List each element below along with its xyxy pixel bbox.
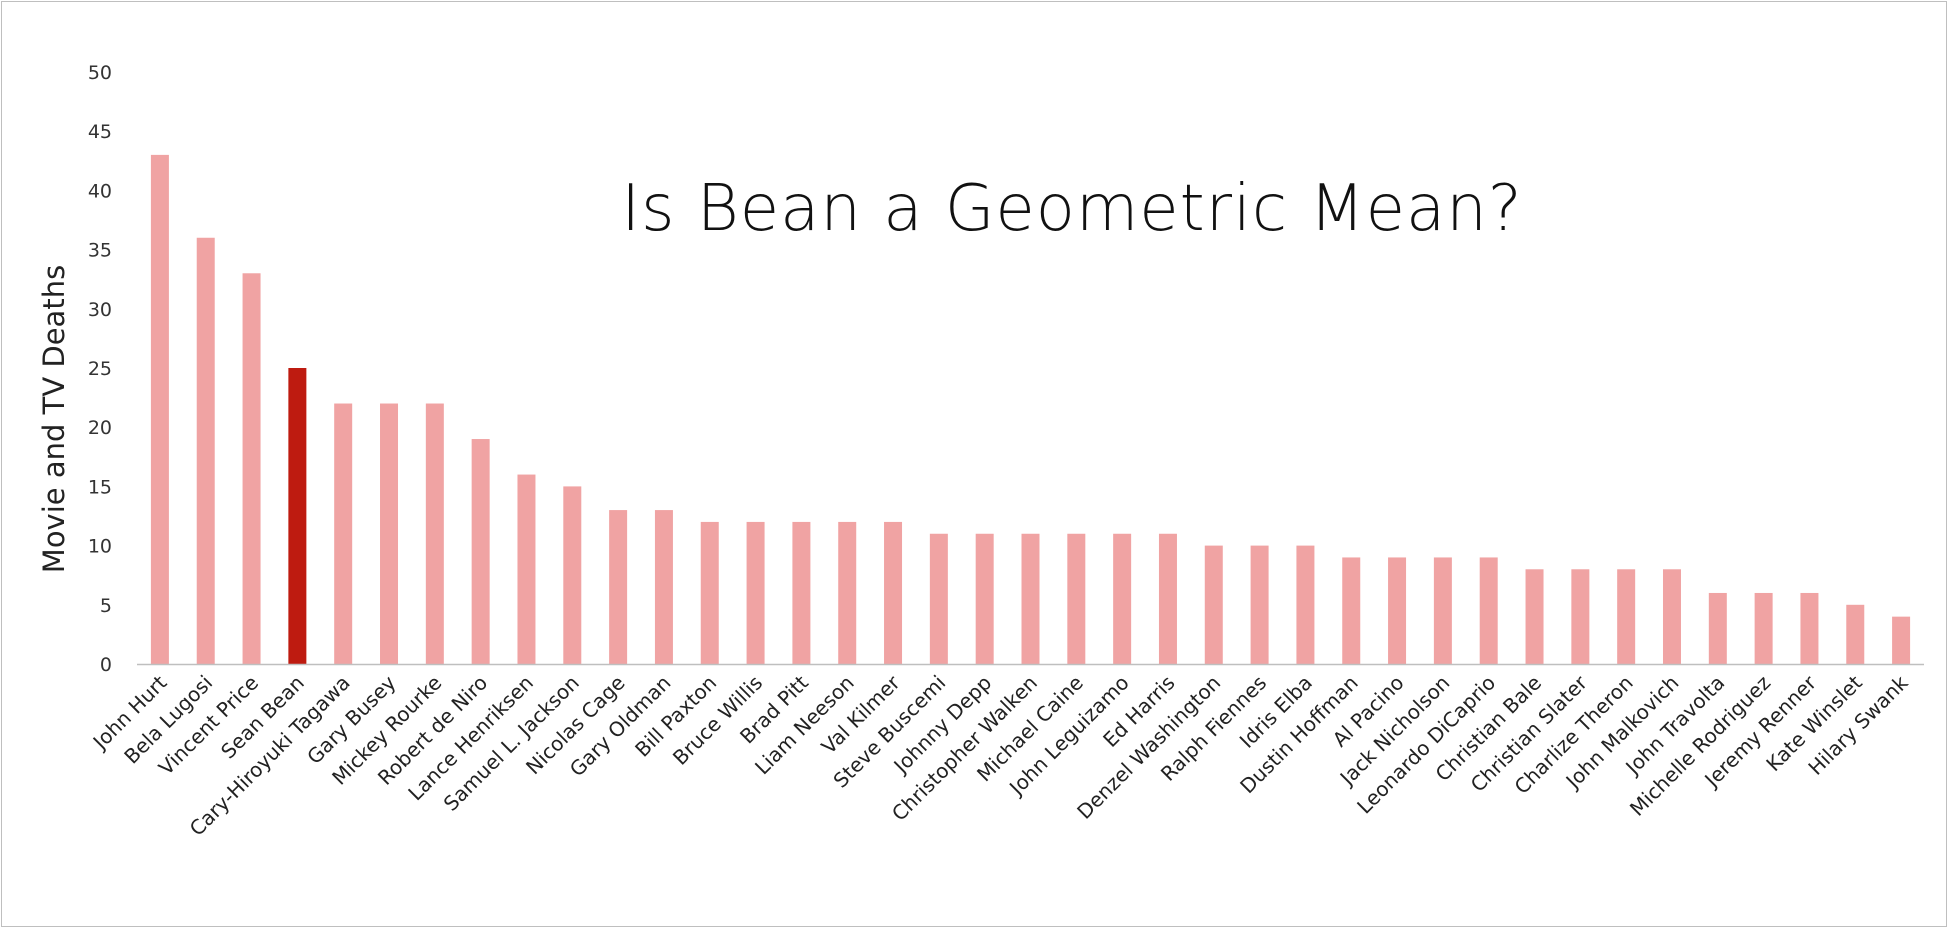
bar: [1388, 557, 1407, 664]
bar: [334, 403, 353, 664]
y-tick-label: 10: [88, 536, 112, 558]
bar: [700, 521, 719, 664]
y-tick-label: 45: [88, 121, 112, 143]
y-tick-label: 40: [88, 180, 112, 202]
bar: [517, 474, 536, 664]
y-tick-label: 0: [100, 654, 112, 676]
bar: [471, 439, 490, 664]
bar: [746, 521, 765, 664]
bar: [1708, 592, 1727, 664]
bar: [1204, 545, 1223, 664]
bar: [1846, 604, 1865, 664]
bar: [1800, 592, 1819, 664]
y-tick-label: 15: [88, 476, 112, 498]
chart-title: Is Bean a Geometric Mean?: [621, 172, 1522, 246]
y-axis-label: Movie and TV Deaths: [37, 265, 71, 573]
y-axis-ticks: 0 5 10 15 20 25 30 35 40 45 50: [88, 62, 112, 676]
y-tick-label: 25: [88, 358, 112, 380]
bar: [1113, 533, 1132, 664]
bar: [1433, 557, 1452, 664]
bar: [1250, 545, 1269, 664]
bar: [1021, 533, 1040, 664]
bar: [1525, 569, 1544, 664]
bar: [792, 521, 811, 664]
y-tick-label: 50: [88, 62, 112, 84]
bar: [1067, 533, 1086, 664]
bar: [1571, 569, 1590, 664]
bar: [150, 154, 169, 664]
bar: [563, 486, 582, 664]
bar: [242, 273, 261, 664]
bar: [975, 533, 994, 664]
y-tick-label: 35: [88, 240, 112, 262]
bar: [288, 368, 307, 664]
bar: [654, 510, 673, 664]
bar: [884, 521, 903, 664]
bar: [1617, 569, 1636, 664]
bar: [425, 403, 444, 664]
bar: [1754, 592, 1773, 664]
bar: [838, 521, 857, 664]
bar: [1892, 616, 1911, 664]
bar: [196, 237, 215, 664]
bars: [150, 154, 1911, 664]
bar: [1479, 557, 1498, 664]
y-tick-label: 5: [100, 595, 112, 617]
bar: [929, 533, 948, 664]
bar: [1158, 533, 1177, 664]
y-tick-label: 20: [88, 417, 112, 439]
bar: [1342, 557, 1361, 664]
y-tick-label: 30: [88, 299, 112, 321]
bar: [1662, 569, 1681, 664]
bar: [1296, 545, 1315, 664]
bar: [609, 510, 628, 664]
bar: [380, 403, 399, 664]
